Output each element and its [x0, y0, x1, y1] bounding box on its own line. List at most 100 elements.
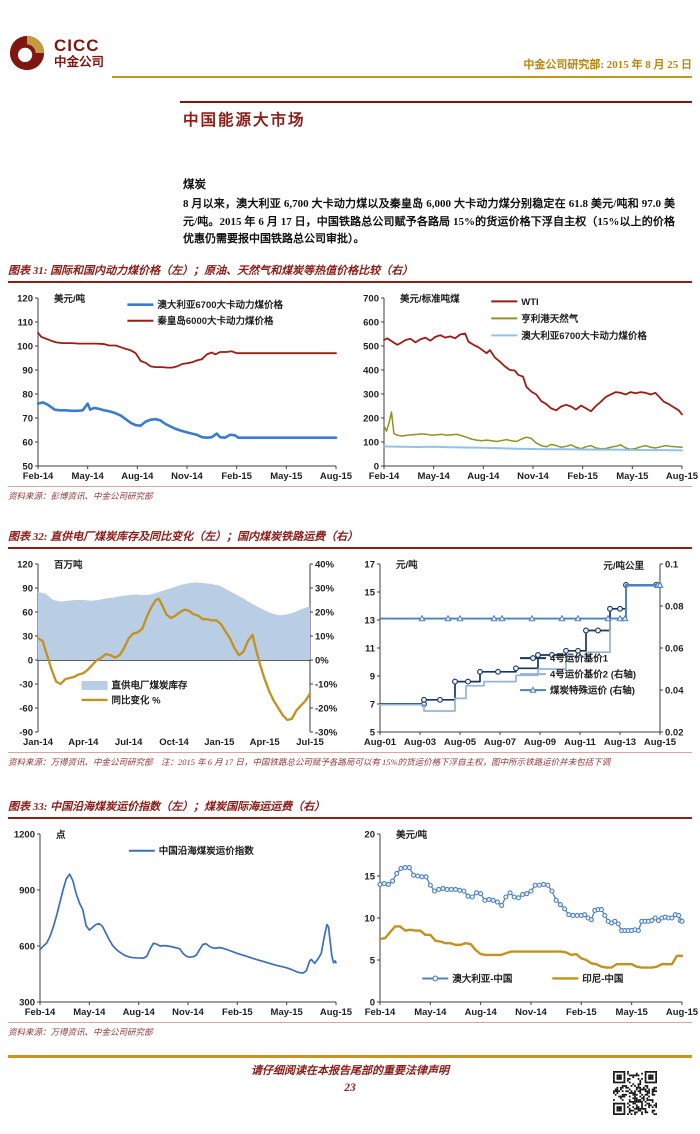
cicc-logo-icon — [9, 35, 45, 71]
svg-text:-30: -30 — [19, 679, 33, 690]
svg-text:元/吨: 元/吨 — [396, 559, 418, 571]
svg-text:Aug-13: Aug-13 — [604, 737, 636, 748]
svg-text:5: 5 — [370, 727, 376, 738]
svg-text:Aug-14: Aug-14 — [121, 471, 154, 482]
svg-text:0.1: 0.1 — [665, 559, 679, 570]
svg-text:煤炭特殊运价 (右轴): 煤炭特殊运价 (右轴) — [550, 684, 635, 696]
section-heading-coal: 煤炭 — [183, 179, 206, 191]
svg-text:300: 300 — [363, 389, 379, 400]
svg-text:元/吨公里: 元/吨公里 — [603, 560, 644, 572]
svg-text:1200: 1200 — [14, 829, 35, 840]
svg-text:澳大利亚6700大卡动力煤价格: 澳大利亚6700大卡动力煤价格 — [521, 330, 647, 342]
fig31-right-chart: 0 100 200 300 400 500 600 700 Feb-14 May-14 Aug-14… — [354, 289, 699, 483]
figure-31-charts: 50 60 70 80 90 100 110 120 Feb-14 May-14 Aug-14 Nov… — [8, 289, 699, 483]
fig32-right-chart: 5 7 9 11 13 15 17 0.02 0.04 0.06 0.08 0.1 Aug-01 Aug-… — [354, 555, 692, 749]
figure-33-title: 图表 33: 中国沿海煤炭运价指数（左）；煤炭国际海运运费（右） — [8, 801, 326, 813]
svg-text:Aug-01: Aug-01 — [364, 737, 397, 748]
svg-text:4号运价基价1: 4号运价基价1 — [550, 652, 609, 664]
svg-text:May-14: May-14 — [414, 1007, 447, 1018]
svg-text:60: 60 — [22, 607, 33, 618]
svg-text:直供电厂煤炭库存: 直供电厂煤炭库存 — [112, 679, 189, 691]
svg-text:40%: 40% — [315, 559, 335, 570]
svg-text:11: 11 — [365, 643, 376, 654]
svg-text:15: 15 — [364, 587, 375, 598]
body-paragraph: 8 月以来，澳大利亚 6,700 大卡动力煤以及秦皇岛 6,000 大卡动力煤分… — [183, 198, 675, 246]
logo-text: CICC 中金公司 — [54, 37, 104, 69]
figure-31-title: 图表 31: 国际和国内动力煤价格（左）；原油、天然气和煤炭等热值价格比较（右） — [8, 265, 414, 277]
svg-text:Feb-15: Feb-15 — [221, 471, 252, 482]
svg-text:4号运价基价2 (右轴): 4号运价基价2 (右轴) — [550, 668, 636, 680]
svg-text:Jan-15: Jan-15 — [204, 737, 235, 748]
svg-text:5: 5 — [370, 955, 376, 966]
svg-text:Jan-14: Jan-14 — [23, 737, 54, 748]
svg-text:Oct-14: Oct-14 — [159, 737, 189, 748]
page-number: 23 — [344, 1082, 356, 1094]
svg-text:0.06: 0.06 — [665, 643, 684, 654]
qr-code — [613, 1071, 657, 1115]
svg-text:Aug-14: Aug-14 — [467, 471, 500, 482]
svg-text:Feb-15: Feb-15 — [566, 1007, 597, 1018]
svg-text:Aug-03: Aug-03 — [404, 737, 436, 748]
svg-text:中国沿海煤炭运价指数: 中国沿海煤炭运价指数 — [159, 845, 255, 857]
svg-text:Apr-15: Apr-15 — [250, 737, 281, 748]
figure-32-rule — [8, 547, 692, 549]
svg-text:Feb-15: Feb-15 — [567, 471, 598, 482]
svg-text:13: 13 — [364, 615, 375, 626]
figure-32-charts: -90 -60 -30 0 30 60 90 120 -30% -20% -10% 0% 10% 20% 3… — [8, 555, 692, 749]
svg-text:美元/吨: 美元/吨 — [395, 829, 428, 841]
svg-text:20: 20 — [364, 829, 375, 840]
svg-text:110: 110 — [18, 317, 33, 328]
fig32-left-chart: -90 -60 -30 0 30 60 90 120 -30% -20% -10% 0% 10% 20% 3… — [8, 555, 346, 749]
svg-text:亨利港天然气: 亨利港天然气 — [521, 313, 579, 325]
fig33-right-chart: 0 5 10 15 20 Feb-14 May-14 Aug-14 Nov-14 Feb-15 Ma… — [354, 825, 698, 1019]
svg-text:May-14: May-14 — [418, 471, 451, 482]
svg-text:May-15: May-15 — [271, 1007, 304, 1018]
svg-text:90: 90 — [22, 365, 33, 376]
svg-text:20%: 20% — [315, 607, 335, 618]
svg-text:80: 80 — [22, 389, 33, 400]
figure-32-title: 图表 32: 直供电厂煤炭库存及同比变化（左）；国内煤炭铁路运费（右） — [8, 531, 359, 543]
svg-text:0: 0 — [370, 997, 375, 1008]
svg-text:秦皇岛6000大卡动力煤价格: 秦皇岛6000大卡动力煤价格 — [156, 315, 274, 327]
svg-text:Nov-14: Nov-14 — [171, 471, 203, 482]
svg-text:-30%: -30% — [315, 727, 338, 738]
figure-33-rule — [8, 817, 692, 819]
svg-text:Aug-14: Aug-14 — [123, 1007, 156, 1018]
fig31-left-chart: 50 60 70 80 90 100 110 120 Feb-14 May-14 Aug-14 Nov… — [8, 289, 353, 483]
cicc-logo: CICC 中金公司 — [8, 34, 104, 72]
svg-text:Nov-14: Nov-14 — [172, 1007, 204, 1018]
svg-text:0: 0 — [28, 655, 33, 666]
figure-31: 图表 31: 国际和国内动力煤价格（左）；原油、天然气和煤炭等热值价格比较（右）… — [8, 262, 699, 503]
svg-text:0.02: 0.02 — [665, 727, 684, 738]
svg-text:Aug-05: Aug-05 — [444, 737, 477, 748]
svg-text:600: 600 — [363, 317, 379, 328]
figure-31-rule — [8, 281, 692, 283]
svg-text:100: 100 — [363, 437, 379, 448]
header-rule — [112, 76, 692, 78]
svg-text:Feb-14: Feb-14 — [23, 471, 54, 482]
svg-text:0: 0 — [374, 461, 379, 472]
svg-text:澳大利亚-中国: 澳大利亚-中国 — [452, 973, 512, 985]
svg-text:May-15: May-15 — [616, 471, 649, 482]
svg-text:百万吨: 百万吨 — [54, 559, 83, 571]
footer-rule — [8, 1055, 692, 1058]
svg-text:Apr-14: Apr-14 — [68, 737, 99, 748]
svg-text:Nov-14: Nov-14 — [517, 471, 549, 482]
title-rule — [180, 101, 692, 103]
figure-32-source-rule — [8, 752, 692, 753]
svg-text:同比变化 %: 同比变化 % — [112, 694, 162, 706]
figure-31-source: 资料来源：彭博资讯、中金公司研究部 — [8, 491, 153, 501]
svg-text:-10%: -10% — [315, 679, 338, 690]
figure-33-source-rule — [8, 1022, 692, 1023]
logo-text-en: CICC — [54, 36, 100, 56]
legal-notice: 请仔细阅读在本报告尾部的重要法律声明 — [251, 1065, 449, 1077]
svg-text:Nov-14: Nov-14 — [515, 1007, 547, 1018]
svg-text:Feb-15: Feb-15 — [222, 1007, 253, 1018]
svg-text:Aug-09: Aug-09 — [524, 737, 556, 748]
svg-text:500: 500 — [363, 341, 379, 352]
svg-text:WTI: WTI — [521, 297, 538, 308]
svg-text:Feb-14: Feb-14 — [365, 1007, 396, 1018]
figure-32-source: 资料来源：万得资讯、中金公司研究部 注：2015 年 6 月 17 日，中国铁路… — [8, 757, 611, 767]
svg-text:Aug-15: Aug-15 — [644, 737, 677, 748]
